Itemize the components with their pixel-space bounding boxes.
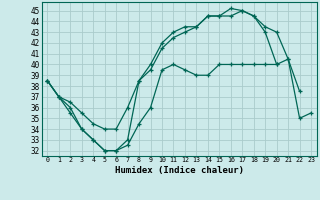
X-axis label: Humidex (Indice chaleur): Humidex (Indice chaleur) [115,166,244,175]
